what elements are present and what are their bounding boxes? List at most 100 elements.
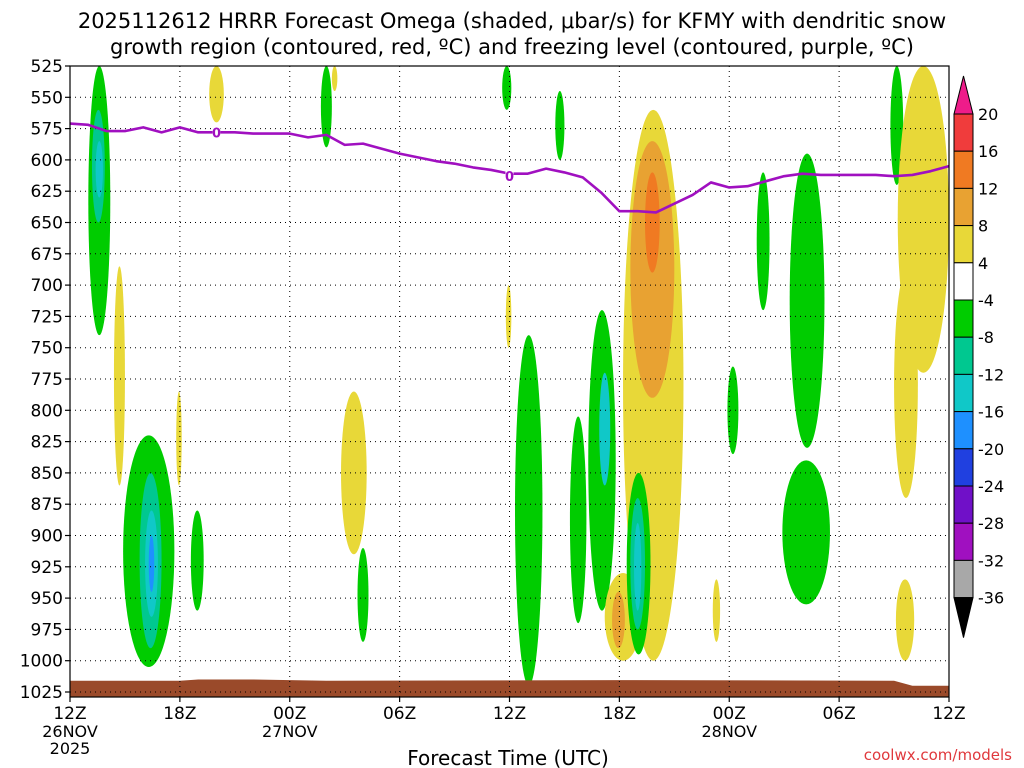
colorbar-label: -20 [978, 440, 1004, 459]
x-tick-label: 12Z [493, 704, 526, 724]
x-date-label: 28NOV [701, 722, 757, 741]
omega-region [894, 272, 918, 498]
x-tick-label: 00Z [713, 704, 746, 724]
colorbar-label: 4 [978, 254, 988, 273]
colorbar-bin [953, 187, 974, 227]
y-tick-label: 925 [31, 558, 63, 578]
colorbar-bin [953, 485, 974, 524]
y-tick-label: 750 [31, 339, 63, 359]
y-tick-label: 775 [31, 370, 63, 390]
colorbar-top-arrow [953, 75, 974, 115]
x-tick-label: 06Z [822, 704, 855, 724]
colorbar-bin [953, 262, 974, 301]
omega-region [612, 591, 625, 649]
gridlines [70, 66, 949, 697]
colorbar-label: -32 [978, 551, 1004, 570]
omega-region [634, 522, 642, 611]
omega-region [727, 366, 739, 455]
colorbar-bin [953, 373, 974, 413]
credit-link[interactable]: coolwx.com/models [864, 746, 1012, 764]
colorbar-label: 12 [978, 179, 998, 198]
omega-region [331, 66, 338, 92]
omega-region [176, 391, 182, 486]
y-tick-label: 575 [31, 120, 63, 140]
colorbar-legend: 20 16 12 8 4 -4 -8 -12 -16 -20 -24 -28 -32 -36 [953, 75, 1004, 638]
x-tick-label: 18Z [163, 704, 196, 724]
freezing-level-label-bg [212, 125, 221, 139]
omega-shading-layer [88, 66, 949, 686]
omega-region [599, 372, 611, 486]
y-tick-label: 650 [31, 214, 63, 234]
omega-region [320, 66, 332, 148]
chart-title-line1: 2025112612 HRRR Forecast Omega (shaded, … [78, 9, 946, 33]
colorbar-label: -8 [978, 328, 994, 347]
colorbar-bin [953, 299, 974, 338]
omega-region [95, 141, 103, 198]
terrain-layer [70, 679, 949, 697]
x-tick-label: 12Z [932, 704, 965, 724]
y-tick-label: 900 [31, 527, 63, 547]
freezing-level-label: 0 [212, 126, 221, 141]
x-axis-label: Forecast Time (UTC) [407, 746, 609, 768]
omega-region [209, 66, 224, 123]
omega-region [782, 460, 830, 605]
colorbar-bin [953, 225, 974, 264]
colorbar-label: -28 [978, 514, 1004, 533]
colorbar-label: 16 [978, 142, 998, 161]
colorbar-label: 20 [978, 105, 998, 124]
y-tick-label: 850 [31, 464, 63, 484]
omega-region [148, 535, 155, 592]
y-tick-label: 1000 [20, 652, 63, 672]
omega-region [514, 335, 543, 686]
colorbar-bin [953, 150, 974, 189]
omega-region [341, 391, 367, 555]
omega-region [502, 66, 512, 110]
colorbar-bin [953, 522, 974, 561]
colorbar-bin [953, 113, 974, 152]
y-tick-label: 825 [31, 433, 63, 453]
omega-region [113, 266, 125, 486]
x-date-label: 27NOV [262, 722, 318, 741]
x-year-label: 2025 [50, 739, 91, 758]
terrain-mask [70, 679, 949, 697]
omega-region [569, 416, 587, 624]
freezing-level-layer: 00 [70, 122, 949, 214]
omega-region [190, 510, 204, 611]
omega-region [555, 91, 565, 160]
y-tick-label: 600 [31, 151, 63, 171]
omega-region [357, 548, 369, 642]
freezing-level-label-bg [505, 169, 514, 183]
omega-region [895, 579, 915, 661]
colorbar-label: -24 [978, 477, 1004, 496]
freezing-level-label: 0 [505, 170, 514, 185]
colorbar-label: -16 [978, 403, 1004, 422]
omega-region [505, 285, 512, 348]
colorbar-bin [953, 411, 974, 450]
y-tick-label: 625 [31, 182, 63, 202]
colorbar-label: -12 [978, 365, 1004, 384]
y-tick-label: 550 [31, 88, 63, 108]
x-tick-label: 06Z [383, 704, 416, 724]
y-tick-label: 675 [31, 245, 63, 265]
y-tick-label: 525 [31, 57, 63, 77]
colorbar-bottom-arrow [953, 597, 974, 638]
x-tick-label: 12Z [53, 704, 86, 724]
y-tick-label: 950 [31, 589, 63, 609]
omega-region [890, 66, 904, 185]
colorbar-bin [953, 559, 974, 599]
y-axis: 525 550 575 600 625 650 675 700 725 750 775 800 825 8… [20, 57, 70, 703]
y-tick-label: 700 [31, 276, 63, 296]
x-date-label: 26NOV [42, 722, 98, 741]
omega-region [756, 172, 770, 311]
y-tick-label: 975 [31, 620, 63, 640]
omega-region [789, 153, 825, 448]
colorbar-label: -36 [978, 589, 1004, 608]
x-tick-label: 00Z [273, 704, 306, 724]
chart-title-line2: growth region (contoured, red, ºC) and f… [110, 35, 914, 59]
colorbar-label: -4 [978, 291, 994, 310]
y-tick-label: 875 [31, 495, 63, 515]
y-tick-label: 800 [31, 401, 63, 421]
omega-region [645, 172, 660, 273]
